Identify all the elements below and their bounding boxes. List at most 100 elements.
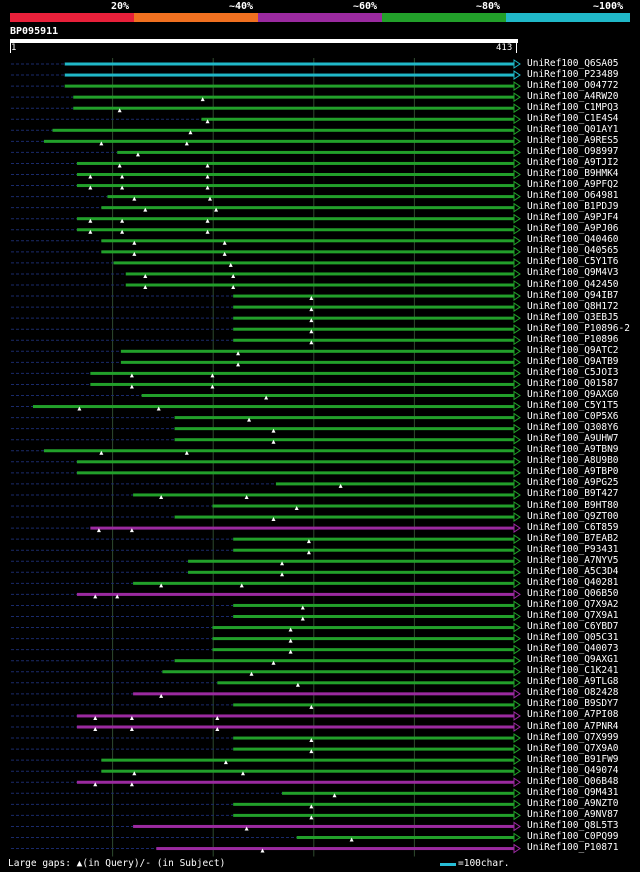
hit-label[interactable]: UniRef100_Q7X9A1 [527, 610, 619, 621]
query-gap-marker [280, 561, 285, 566]
hit-label[interactable]: UniRef100_A9UHW7 [527, 433, 619, 445]
hit-label[interactable]: UniRef100_Q40281 [527, 576, 619, 588]
hit-label[interactable]: UniRef100_Q8H172 [527, 300, 619, 312]
query-gap-marker [132, 251, 137, 256]
hit-label[interactable]: UniRef100_C0PQ99 [527, 831, 619, 842]
alignment-arrow [513, 578, 521, 589]
hit-label[interactable]: UniRef100_A7PI08 [527, 709, 619, 721]
hit-label[interactable]: UniRef100_C5Y1T6 [527, 256, 619, 268]
query-gap-marker [93, 594, 98, 599]
alignment-arrow [513, 843, 521, 854]
hit-label[interactable]: UniRef100_A9NZT0 [527, 797, 619, 809]
hit-label[interactable]: UniRef100_C1E4S4 [527, 112, 619, 124]
hit-label[interactable]: UniRef100_C5Y1T5 [527, 400, 619, 412]
alignment-bar [233, 537, 514, 541]
hit-label[interactable]: UniRef100_A5C3D4 [527, 565, 619, 577]
hit-label[interactable]: UniRef100_Q05C31 [527, 632, 619, 644]
hit-label[interactable]: UniRef100_A9TLG8 [527, 676, 619, 688]
hit-label[interactable]: UniRef100_Q9ZT00 [527, 510, 619, 522]
alignment-arrow [513, 644, 521, 655]
hit-label[interactable]: UniRef100_B9HT80 [527, 499, 619, 511]
hit-label[interactable]: UniRef100_Q9AXG0 [527, 389, 619, 400]
hit-label[interactable]: UniRef100_B7EAB2 [527, 532, 619, 544]
hit-label[interactable]: UniRef100_B1PDJ9 [527, 201, 619, 213]
hit-label[interactable]: UniRef100_Q308Y6 [527, 422, 619, 434]
hit-label[interactable]: UniRef100_A9PJ06 [527, 223, 619, 235]
hit-label[interactable]: UniRef100_P93431 [527, 543, 619, 555]
alignment-arrow [513, 788, 521, 799]
hit-label[interactable]: UniRef100_Q8L5T3 [527, 819, 619, 831]
hit-label[interactable]: UniRef100_P23489 [527, 68, 619, 80]
query-gap-marker [205, 163, 210, 168]
hit-label[interactable]: UniRef100_O64981 [527, 190, 619, 202]
hit-label[interactable]: UniRef100_C6T859 [527, 521, 619, 533]
query-gap-marker [88, 185, 93, 190]
hit-label[interactable]: UniRef100_C6YBD7 [527, 621, 619, 633]
hit-label[interactable]: UniRef100_A4RW20 [527, 90, 619, 102]
query-gap-marker [159, 693, 164, 698]
hit-label[interactable]: UniRef100_A9PG25 [527, 477, 619, 489]
alignment-bar [76, 184, 514, 188]
hit-label[interactable]: UniRef100_Q40460 [527, 234, 619, 246]
hit-label[interactable]: UniRef100_Q01AY1 [527, 123, 619, 135]
hit-label[interactable]: UniRef100_O82428 [527, 687, 619, 699]
hit-label[interactable]: UniRef100_B91FW9 [527, 753, 619, 765]
hit-label[interactable]: UniRef100_Q01587 [527, 377, 619, 389]
hit-label[interactable]: UniRef100_Q9AXG1 [527, 654, 619, 666]
hit-label[interactable]: UniRef100_C5JOI3 [527, 366, 619, 378]
hit-label[interactable]: UniRef100_A9NV87 [527, 808, 619, 820]
hit-label[interactable]: UniRef100_A9PFQ2 [527, 179, 619, 191]
hit-label[interactable]: UniRef100_A9TJI2 [527, 156, 619, 168]
hit-label[interactable]: UniRef100_Q06B50 [527, 587, 619, 599]
hit-label[interactable]: UniRef100_O04772 [527, 79, 619, 91]
alignment-arrow [513, 556, 521, 567]
query-gap-marker [288, 638, 293, 643]
hit-label[interactable]: UniRef100_C1K241 [527, 665, 619, 677]
hit-label[interactable]: UniRef100_Q42450 [527, 278, 619, 290]
query-gap-marker [129, 782, 134, 787]
hit-label[interactable]: UniRef100_Q7X999 [527, 731, 619, 743]
alignment-bar [188, 570, 514, 574]
hit-label[interactable]: UniRef100_Q49074 [527, 764, 619, 776]
hit-label[interactable]: UniRef100_Q06B48 [527, 775, 619, 787]
hit-label[interactable]: UniRef100_P10896-2 [527, 322, 630, 334]
alignment-bar [64, 84, 514, 88]
alignment-bar [212, 504, 515, 508]
query-gap-marker [188, 130, 193, 135]
alignment-bar [125, 283, 514, 287]
hit-label[interactable]: UniRef100_O98997 [527, 145, 619, 157]
hit-label[interactable]: UniRef100_Q9ATB9 [527, 355, 619, 367]
hit-label[interactable]: UniRef100_Q9M4V3 [527, 267, 619, 279]
hit-label[interactable]: UniRef100_Q9M431 [527, 786, 619, 798]
hit-label[interactable]: UniRef100_Q9ATC2 [527, 344, 619, 356]
hit-label[interactable]: UniRef100_P10871 [527, 842, 619, 854]
hit-label[interactable]: UniRef100_Q40073 [527, 643, 619, 655]
scale-label: =100char. [458, 858, 510, 869]
alignment-arrow [513, 832, 521, 843]
hit-label[interactable]: UniRef100_B9SDY7 [527, 698, 619, 710]
alignment-bar [76, 228, 514, 232]
hit-label[interactable]: UniRef100_B9HMK4 [527, 168, 619, 179]
alignment-bar [233, 316, 514, 320]
hit-label[interactable]: UniRef100_Q3EBJ5 [527, 311, 619, 323]
hit-label[interactable]: UniRef100_C1MPQ3 [527, 101, 619, 113]
hit-label[interactable]: UniRef100_P10896 [527, 333, 619, 345]
hit-label[interactable]: UniRef100_A9TBP0 [527, 466, 619, 478]
hit-label[interactable]: UniRef100_A9RES5 [527, 134, 619, 146]
alignment-arrow [513, 821, 521, 832]
hit-label[interactable]: UniRef100_A9PJF4 [527, 212, 619, 224]
hit-label[interactable]: UniRef100_Q7X9A0 [527, 742, 619, 754]
hit-label[interactable]: UniRef100_C0P5X6 [527, 411, 619, 423]
alignment-arrow [513, 136, 521, 147]
hit-label[interactable]: UniRef100_Q7X9A2 [527, 598, 619, 610]
hit-label[interactable]: UniRef100_A7NYV5 [527, 554, 619, 566]
hit-label[interactable]: UniRef100_Q6SA05 [527, 57, 619, 69]
hit-label[interactable]: UniRef100_A8U9B0 [527, 455, 619, 467]
hit-label[interactable]: UniRef100_B9T427 [527, 488, 619, 500]
query-gap-marker [205, 119, 210, 124]
hit-label[interactable]: UniRef100_A7PNR4 [527, 720, 619, 732]
hit-label[interactable]: UniRef100_A9TBN9 [527, 444, 619, 456]
hit-label[interactable]: UniRef100_Q94IB7 [527, 289, 619, 301]
query-gap-marker [205, 174, 210, 179]
hit-label[interactable]: UniRef100_Q40565 [527, 245, 619, 257]
